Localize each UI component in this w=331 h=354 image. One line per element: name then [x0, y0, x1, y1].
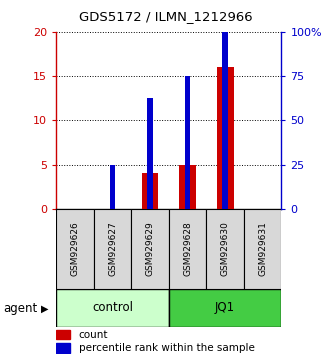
Bar	[56, 330, 70, 339]
Text: GSM929630: GSM929630	[220, 221, 230, 276]
Text: control: control	[92, 302, 133, 314]
Text: GSM929631: GSM929631	[258, 221, 267, 276]
Bar	[244, 209, 281, 289]
Text: ▶: ▶	[41, 304, 48, 314]
Bar	[142, 173, 159, 209]
Text: GSM929629: GSM929629	[146, 221, 155, 276]
Bar	[56, 209, 94, 289]
Text: GSM929628: GSM929628	[183, 221, 192, 276]
Text: percentile rank within the sample: percentile rank within the sample	[79, 343, 255, 353]
Bar	[147, 98, 153, 209]
Text: GSM929627: GSM929627	[108, 221, 117, 276]
Bar	[185, 76, 190, 209]
Bar	[110, 165, 115, 209]
Bar	[56, 289, 169, 327]
Bar	[169, 209, 206, 289]
Text: GDS5172 / ILMN_1212966: GDS5172 / ILMN_1212966	[79, 10, 252, 23]
Bar	[216, 67, 233, 209]
Text: JQ1: JQ1	[215, 302, 235, 314]
Text: count: count	[79, 330, 108, 340]
Bar	[94, 209, 131, 289]
Text: agent: agent	[3, 302, 37, 315]
Bar	[131, 209, 169, 289]
Bar	[179, 165, 196, 209]
Text: GSM929626: GSM929626	[71, 221, 79, 276]
Bar	[206, 209, 244, 289]
Bar	[222, 0, 228, 209]
Bar	[56, 343, 70, 353]
Bar	[169, 289, 281, 327]
